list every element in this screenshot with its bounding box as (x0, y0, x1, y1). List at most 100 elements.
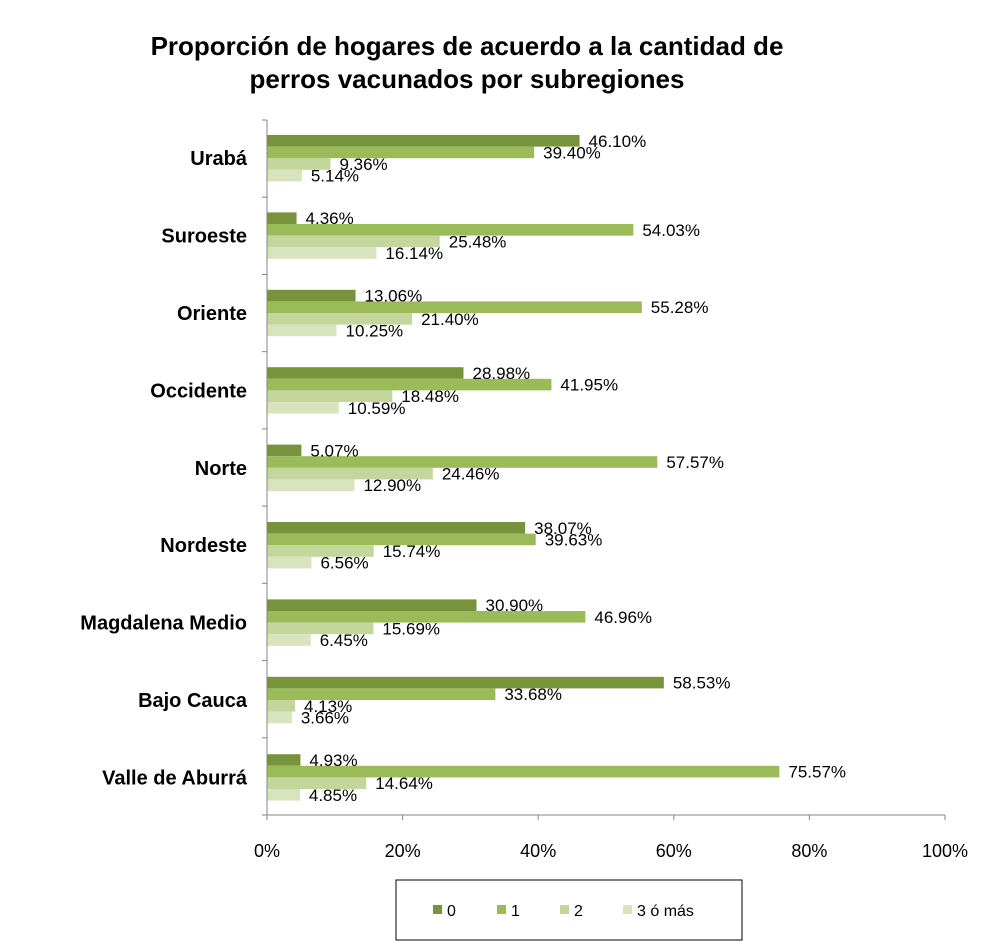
legend-label: 3 ó más (637, 903, 694, 920)
bar (267, 224, 634, 236)
data-label: 15.74% (383, 542, 441, 561)
category-label: Bajo Cauca (138, 690, 248, 712)
data-label: 4.93% (309, 751, 357, 770)
data-label: 41.95% (560, 376, 618, 395)
data-label: 4.85% (309, 786, 357, 805)
bar (267, 688, 496, 700)
data-label: 4.13% (304, 697, 352, 716)
bar (267, 456, 658, 468)
data-label: 57.57% (666, 453, 724, 472)
data-label: 12.90% (363, 476, 421, 495)
bar (267, 556, 312, 569)
data-label: 46.10% (589, 132, 647, 151)
legend-swatch (623, 905, 632, 914)
data-label: 75.57% (788, 763, 846, 782)
data-label: 13.06% (365, 287, 423, 306)
data-label: 6.56% (320, 554, 368, 573)
data-label: 5.07% (310, 441, 358, 460)
bar (267, 212, 297, 224)
legend-swatch (560, 905, 569, 914)
data-label: 24.46% (442, 465, 500, 484)
chart-title-line: perros vacunados por subregiones (250, 64, 685, 94)
bar (267, 467, 433, 480)
bar (267, 247, 377, 259)
data-label: 39.63% (545, 530, 603, 549)
bar (267, 777, 367, 789)
x-tick-label: 40% (520, 841, 556, 861)
data-label: 4.36% (306, 209, 354, 228)
data-label: 38.07% (534, 519, 592, 538)
bar (267, 378, 552, 391)
bar (267, 622, 374, 635)
data-label: 21.40% (421, 310, 479, 329)
data-label: 16.14% (385, 244, 443, 263)
bar (267, 545, 374, 557)
x-tick-label: 80% (791, 841, 827, 861)
legend-label: 0 (447, 903, 456, 920)
bar (267, 700, 296, 712)
bar (267, 390, 393, 402)
bar (267, 599, 477, 611)
bar (267, 289, 356, 302)
data-label: 46.96% (594, 608, 652, 627)
bar (267, 533, 536, 546)
bar (267, 634, 311, 646)
legend-swatch (497, 905, 506, 914)
data-label: 10.59% (348, 399, 406, 418)
bar (267, 324, 337, 337)
bar (267, 301, 642, 313)
category-label: Suroeste (161, 226, 247, 248)
category-label: Norte (195, 458, 247, 480)
chart-title: Proporción de hogares de acuerdo a la ca… (151, 31, 784, 94)
data-label: 6.45% (320, 631, 368, 650)
category-label: Oriente (177, 303, 247, 325)
data-label: 18.48% (401, 387, 459, 406)
bar (267, 313, 413, 325)
legend-label: 1 (511, 903, 520, 920)
x-tick-label: 60% (656, 841, 692, 861)
bar (267, 611, 586, 623)
bar (267, 235, 440, 248)
bar (267, 711, 292, 724)
bar (267, 402, 339, 414)
bar (267, 522, 526, 534)
bar (267, 146, 535, 159)
bar (267, 479, 355, 491)
data-label: 5.14% (311, 167, 359, 186)
x-tick-label: 100% (922, 841, 968, 861)
bar (267, 789, 300, 801)
bar (267, 754, 301, 766)
x-tick-label: 20% (385, 841, 421, 861)
category-label: Magdalena Medio (80, 613, 247, 635)
data-label: 25.48% (449, 232, 507, 251)
legend: 0 1 2 3 ó más (395, 879, 743, 941)
data-label: 28.98% (472, 364, 530, 383)
data-label: 10.25% (345, 321, 403, 340)
data-label: 58.53% (673, 674, 731, 693)
bar (267, 169, 302, 182)
chart-title-line: Proporción de hogares de acuerdo a la ca… (151, 31, 784, 61)
data-label: 55.28% (651, 298, 709, 317)
data-label: 14.64% (375, 774, 433, 793)
bar (267, 765, 780, 778)
bar (267, 158, 331, 170)
plot-area: 0% 20% 40% 60% 80% 100% Urabá Suroeste Oriente Oc… (80, 119, 968, 861)
bar (267, 135, 580, 147)
data-label: 30.90% (486, 596, 544, 615)
data-label: 39.40% (543, 143, 601, 162)
legend-swatch (433, 905, 442, 914)
bar (267, 367, 464, 379)
data-label: 33.68% (504, 685, 562, 704)
legend-label: 2 (574, 903, 583, 920)
x-tick-label: 0% (254, 841, 280, 861)
data-label: 15.69% (382, 619, 440, 638)
category-label: Valle de Aburrá (102, 767, 248, 789)
category-label: Nordeste (160, 535, 247, 557)
data-label: 54.03% (642, 221, 700, 240)
bar (267, 676, 664, 689)
data-label: 3.66% (301, 708, 349, 727)
bar (267, 444, 302, 457)
category-label: Urabá (190, 148, 248, 170)
data-label: 9.36% (339, 155, 387, 174)
